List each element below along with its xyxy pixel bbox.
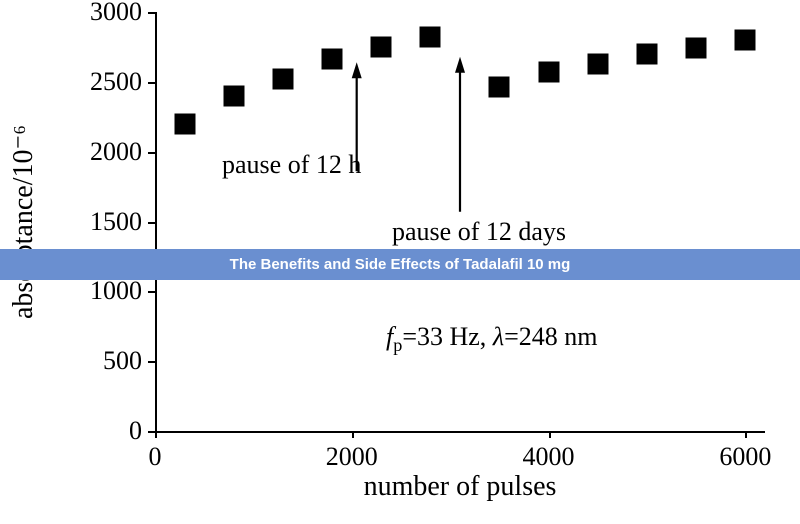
ad-banner[interactable]: The Benefits and Side Effects of Tadalaf… [0,249,800,280]
ad-banner-text: The Benefits and Side Effects of Tadalaf… [230,256,571,273]
pause-12h-label: pause of 12 h [222,150,361,180]
pause-12days-label: pause of 12 days [392,217,566,247]
chart-stage: 0200040006000050010001500200025003000num… [0,0,800,524]
parameter-line: fp=33 Hz, λ=248 nm [386,322,597,356]
